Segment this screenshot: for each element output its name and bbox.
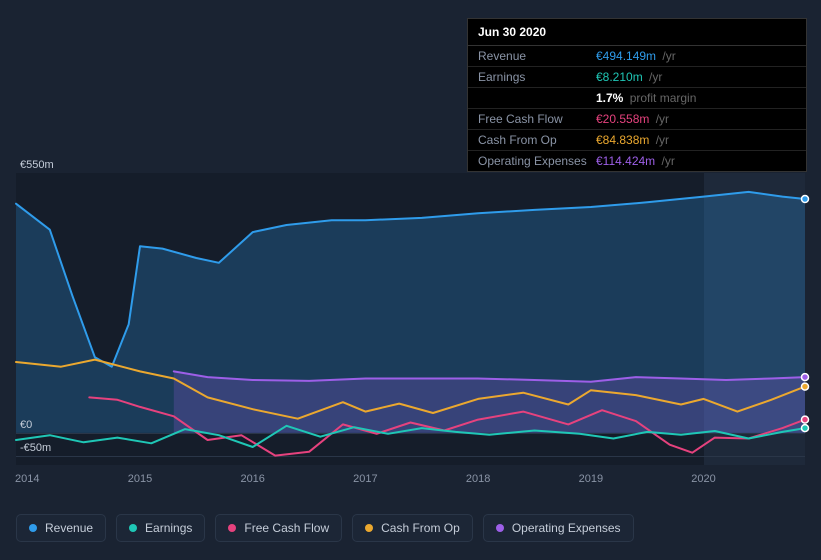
legend-label: Cash From Op (381, 521, 460, 535)
series-end-marker-revenue (802, 196, 809, 203)
legend-label: Revenue (45, 521, 93, 535)
chart-tooltip: Jun 30 2020 Revenue€494.149m /yrEarnings… (467, 18, 807, 172)
legend-item-operating-expenses[interactable]: Operating Expenses (483, 514, 634, 542)
tooltip-row: 1.7% profit margin (468, 88, 806, 109)
tooltip-label: Free Cash Flow (478, 112, 596, 126)
tooltip-row: Cash From Op€84.838m /yr (468, 130, 806, 151)
tooltip-label (478, 91, 596, 105)
series-end-marker-cash-from-op (802, 383, 809, 390)
x-axis-label: 2019 (579, 473, 603, 485)
x-axis-label: 2018 (466, 473, 490, 485)
legend-dot (365, 524, 373, 532)
legend-dot (496, 524, 504, 532)
financials-chart: 2014 2015 2016 2017 2018 2019 2020 €550m €0 -€50… (16, 155, 805, 500)
legend-label: Free Cash Flow (244, 521, 329, 535)
tooltip-label: Earnings (478, 70, 596, 84)
tooltip-value: €8.210m /yr (596, 70, 662, 84)
legend-item-revenue[interactable]: Revenue (16, 514, 106, 542)
tooltip-value: 1.7% profit margin (596, 91, 696, 105)
legend-label: Operating Expenses (512, 521, 621, 535)
x-axis-label: 2015 (128, 473, 152, 485)
tooltip-label: Cash From Op (478, 133, 596, 147)
x-axis-label: 2014 (15, 473, 39, 485)
y-axis-label: €0 (20, 419, 32, 431)
legend-item-cash-from-op[interactable]: Cash From Op (352, 514, 473, 542)
tooltip-value: €84.838m /yr (596, 133, 669, 147)
series-end-marker-earnings (802, 425, 809, 432)
chart-series-svg (16, 173, 805, 465)
legend-dot (129, 524, 137, 532)
legend-item-earnings[interactable]: Earnings (116, 514, 205, 542)
chart-legend: Revenue Earnings Free Cash Flow Cash From O… (16, 514, 634, 542)
tooltip-value: €494.149m /yr (596, 49, 676, 63)
tooltip-row: Free Cash Flow€20.558m /yr (468, 109, 806, 130)
legend-item-free-cash-flow[interactable]: Free Cash Flow (215, 514, 342, 542)
y-axis-label: €550m (20, 159, 54, 171)
legend-dot (29, 524, 37, 532)
series-end-marker-operating-expenses (802, 374, 809, 381)
legend-dot (228, 524, 236, 532)
tooltip-date: Jun 30 2020 (468, 19, 806, 46)
tooltip-label: Revenue (478, 49, 596, 63)
y-axis-label: -€50m (20, 442, 51, 454)
x-axis-label: 2020 (691, 473, 715, 485)
tooltip-row: Earnings€8.210m /yr (468, 67, 806, 88)
tooltip-value: €20.558m /yr (596, 112, 669, 126)
legend-label: Earnings (145, 521, 192, 535)
x-axis-label: 2016 (240, 473, 264, 485)
tooltip-row: Revenue€494.149m /yr (468, 46, 806, 67)
x-axis-label: 2017 (353, 473, 377, 485)
x-axis-labels: 2014 2015 2016 2017 2018 2019 2020 (16, 473, 805, 493)
chart-plot-area[interactable] (16, 173, 805, 465)
series-end-marker-free-cash-flow (802, 416, 809, 423)
